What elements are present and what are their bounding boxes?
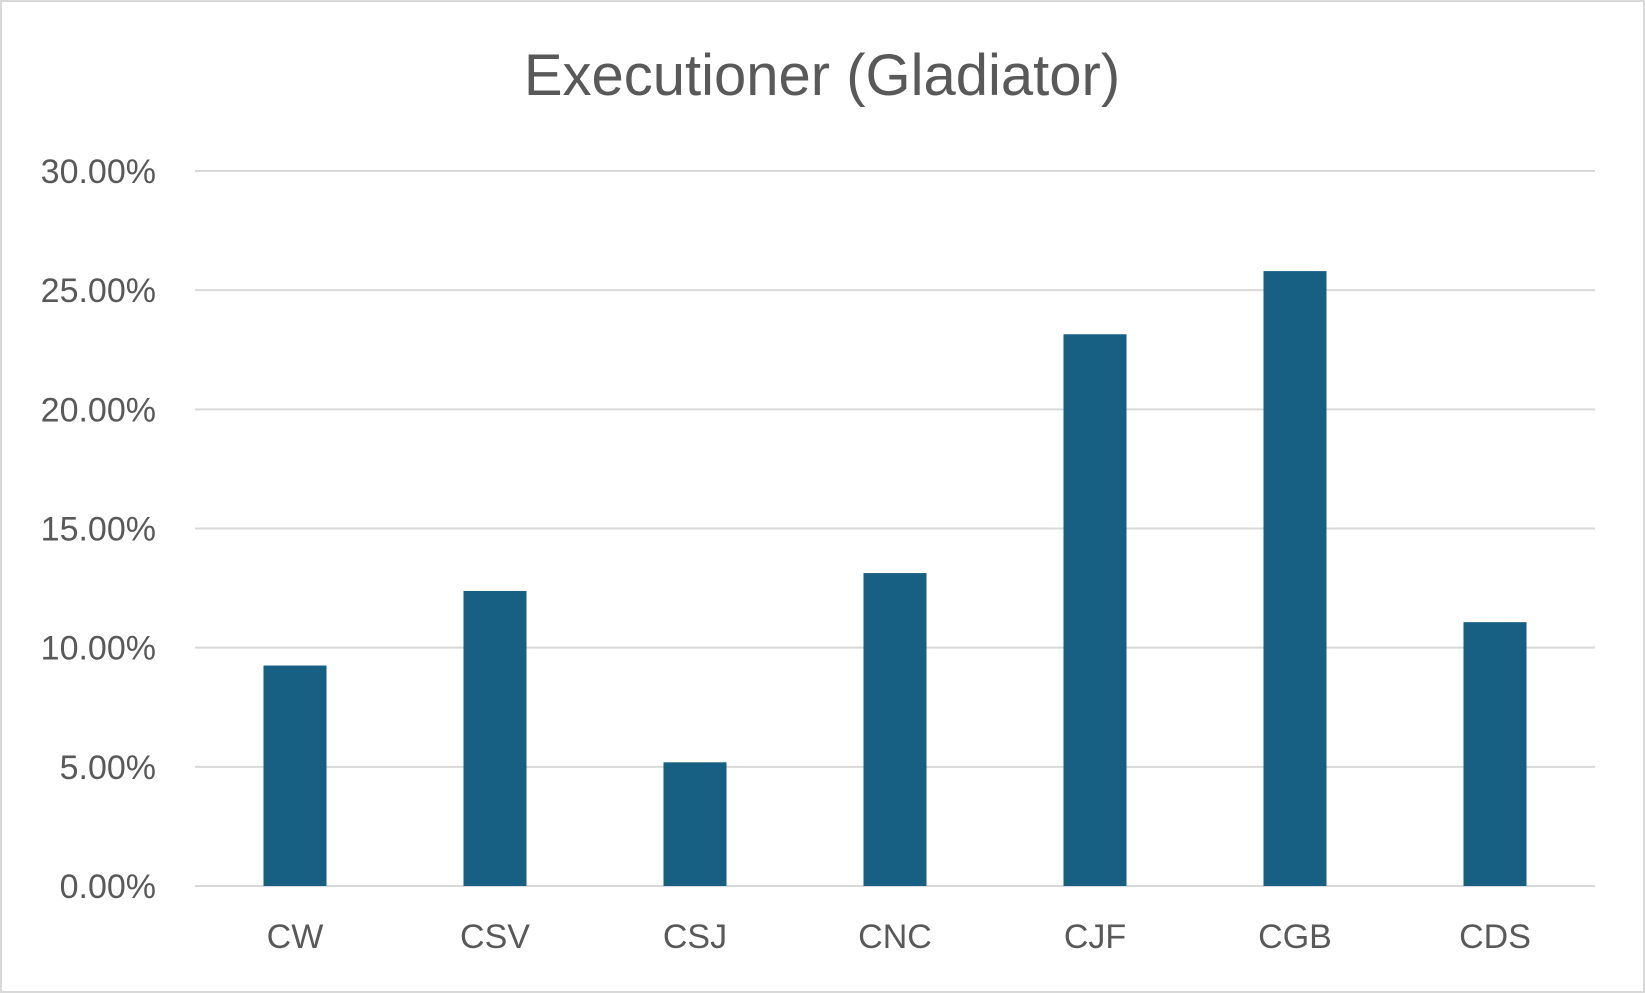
y-tick-label: 0.00% <box>60 868 156 906</box>
y-tick-label: 25.00% <box>41 272 156 310</box>
y-tick-label: 10.00% <box>41 630 156 668</box>
bar-cw <box>263 665 327 886</box>
bar-csj <box>663 762 727 886</box>
bar-cgb <box>1263 271 1327 887</box>
bar-cnc <box>863 573 927 886</box>
bar-csv <box>463 590 527 886</box>
y-tick-label: 30.00% <box>41 153 156 191</box>
gridlines <box>195 170 1595 887</box>
x-tick-label: CGB <box>1258 918 1332 956</box>
x-tick-label: CJF <box>1064 918 1126 956</box>
chart-title: Executioner (Gladiator) <box>524 43 1120 108</box>
x-axis: CW CSV CSJ CNC CJF CGB CDS <box>267 918 1531 956</box>
bar-series <box>263 271 1527 887</box>
bar-cjf <box>1063 334 1127 887</box>
y-axis: 0.00% 5.00% 10.00% 15.00% 20.00% 25.00% 30.00% <box>41 153 156 906</box>
y-tick-label: 5.00% <box>60 749 156 787</box>
x-tick-label: CNC <box>858 918 932 956</box>
x-tick-label: CSV <box>460 918 530 956</box>
y-tick-label: 15.00% <box>41 511 156 549</box>
bar-cds <box>1463 622 1527 886</box>
x-tick-label: CW <box>267 918 324 956</box>
y-tick-label: 20.00% <box>41 391 156 429</box>
x-tick-label: CDS <box>1459 918 1531 956</box>
x-tick-label: CSJ <box>663 918 727 956</box>
